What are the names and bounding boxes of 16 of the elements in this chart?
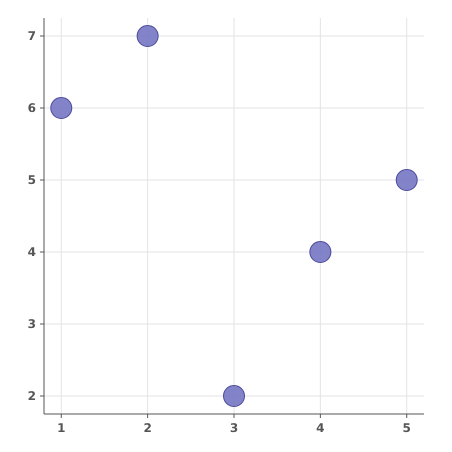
x-tick-label: 2 — [143, 421, 152, 435]
point — [309, 241, 332, 263]
y-tick-label: 2 — [28, 389, 36, 403]
y-tick-label: 7 — [28, 29, 36, 43]
x-tick-label: 4 — [316, 421, 325, 435]
y-tick-label: 4 — [28, 245, 36, 259]
point — [50, 97, 72, 119]
point — [223, 385, 245, 407]
x-tick-label: 1 — [57, 421, 66, 435]
x-tick-label: 5 — [402, 421, 411, 435]
x-tick-label: 3 — [230, 421, 238, 435]
point — [136, 25, 159, 47]
y-tick-label: 5 — [28, 173, 36, 187]
y-tick-label: 3 — [28, 317, 36, 331]
y-tick-label: 6 — [28, 101, 36, 115]
point — [396, 169, 418, 191]
